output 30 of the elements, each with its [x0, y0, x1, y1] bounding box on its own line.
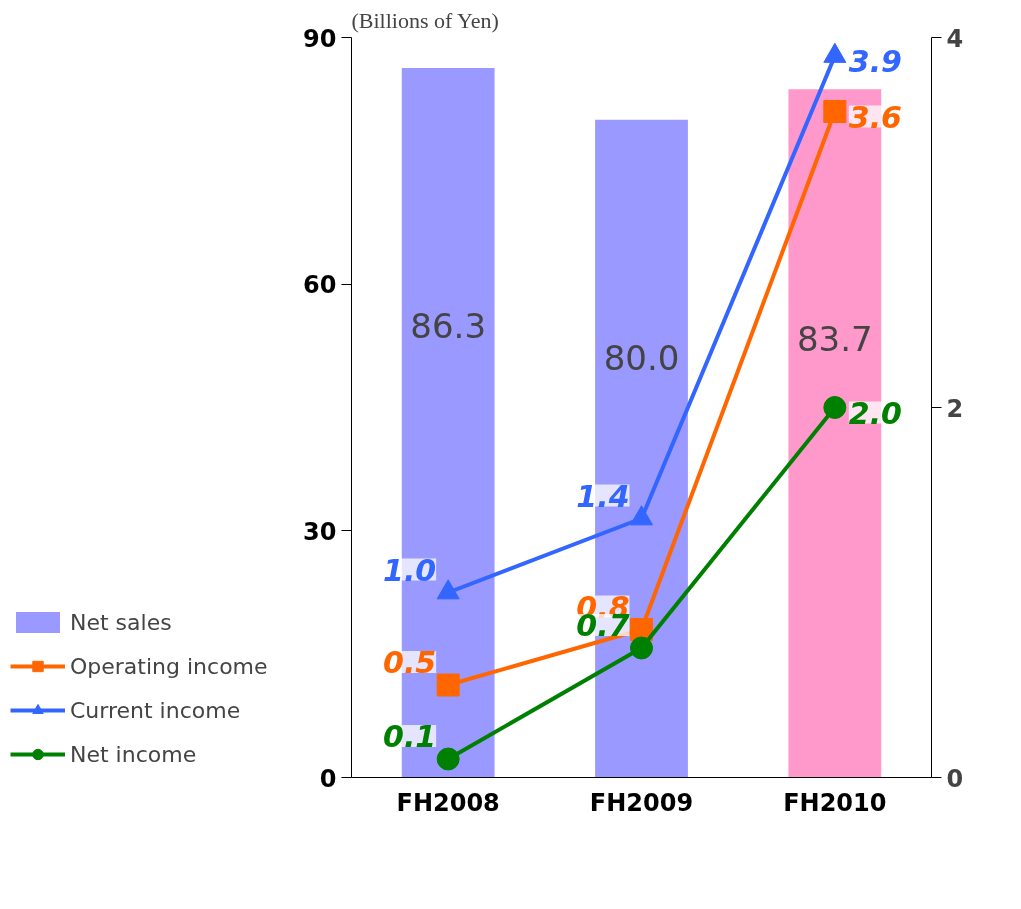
- y2-tick-label: 4: [946, 24, 964, 53]
- y-axis-title: (Billions of Yen): [351, 7, 499, 33]
- data-label: 3.6: [848, 99, 902, 135]
- legend-label: Net sales: [70, 609, 172, 635]
- data-label: 2.0: [848, 395, 902, 431]
- x-tick-label: FH2008: [396, 788, 500, 817]
- data-label: 1.0: [383, 552, 437, 588]
- point: [823, 100, 847, 123]
- data-label: 83.7: [796, 318, 873, 359]
- x-tick-label: FH2009: [589, 788, 694, 817]
- legend-label: Current income: [70, 697, 241, 723]
- y2-tick-label: 2: [946, 394, 964, 423]
- y-tick-label: 30: [303, 517, 337, 546]
- data-label: 80.0: [603, 337, 680, 378]
- data-label: 86.3: [410, 305, 487, 346]
- x-tick-label: FH2010: [783, 788, 887, 817]
- point: [436, 747, 460, 771]
- legend-label: Net income: [70, 741, 197, 767]
- legend-label: Operating income: [70, 653, 268, 679]
- y-tick-label: 60: [303, 271, 337, 300]
- y-tick-label: 90: [303, 24, 337, 53]
- y-tick-label: 0: [319, 764, 337, 793]
- point: [823, 396, 847, 419]
- point: [436, 673, 460, 697]
- data-label: 3.9: [848, 44, 902, 79]
- data-label: 1.4: [576, 478, 630, 514]
- point: [630, 636, 653, 660]
- data-label: 0.1: [383, 719, 437, 754]
- data-label: 0.5: [383, 645, 437, 680]
- y2-tick-label: 0: [946, 764, 964, 793]
